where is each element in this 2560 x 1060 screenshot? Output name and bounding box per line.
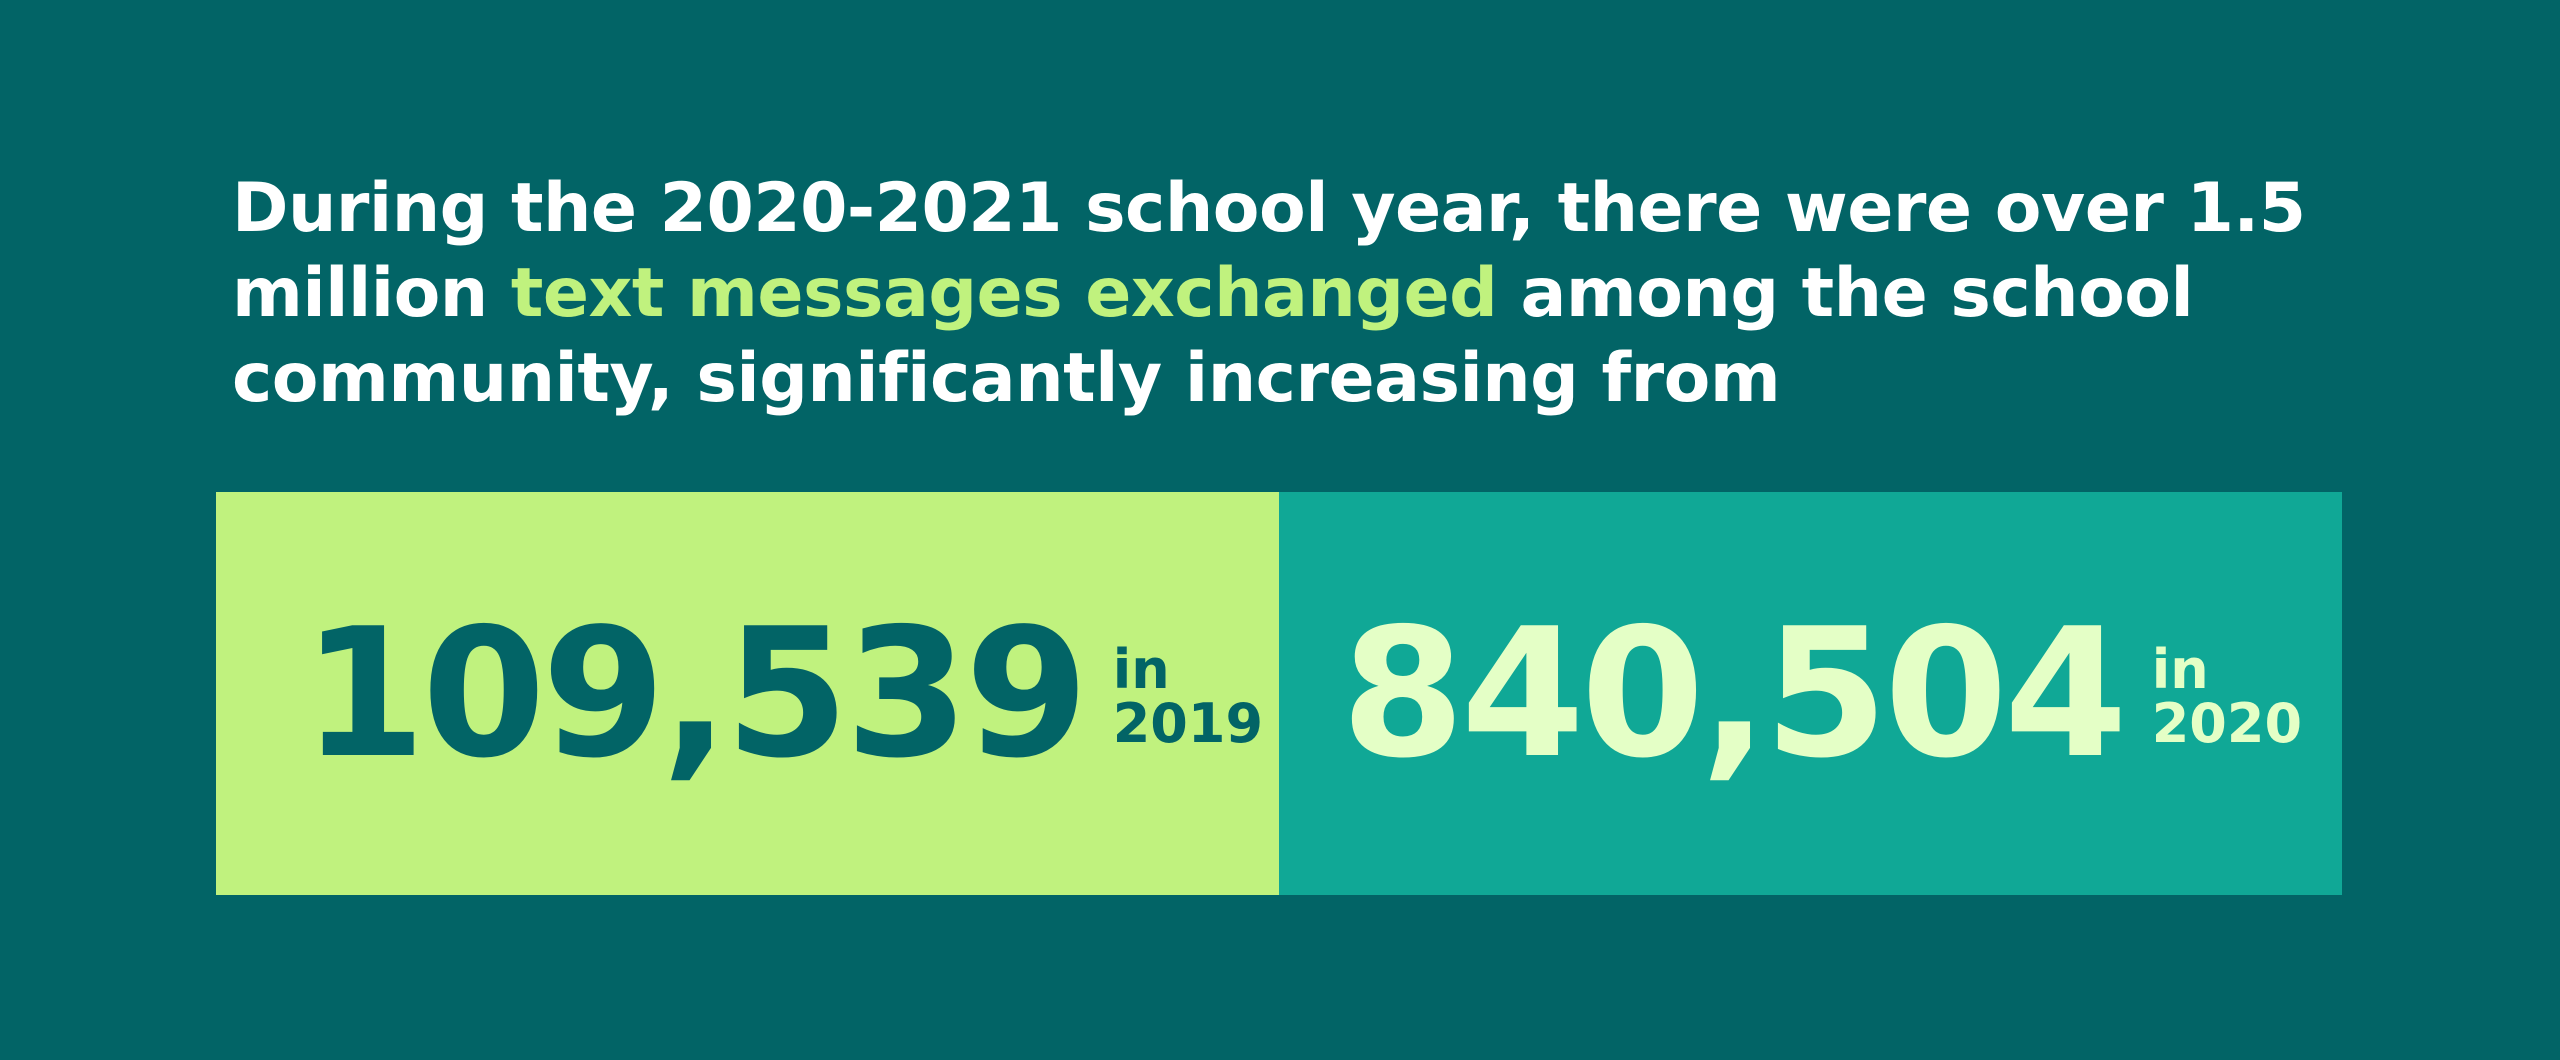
stat-value-2020: 840,504	[1341, 589, 2128, 797]
headline-line-3: community, significantly increasing from	[232, 339, 1781, 418]
stat-year-label-2020: in 2020	[2152, 637, 2302, 751]
stat-value-2019: 109,539	[302, 589, 1089, 797]
stat-2020: 840,504 in 2020	[1341, 492, 2302, 895]
headline-line-2-start: million	[232, 254, 511, 333]
stat-year-2019: 2019	[1112, 691, 1264, 755]
headline-line-1: During the 2020-2021 school year, there …	[232, 169, 2306, 248]
stat-panel-2019: 109,539 in 2019	[216, 492, 1279, 895]
headline-line-2: million text messages exchanged among th…	[232, 251, 2392, 336]
stat-panel-2020: 840,504 in 2020	[1279, 492, 2342, 895]
headline: During the 2020-2021 school year, there …	[232, 166, 2392, 421]
headline-highlight: text messages exchanged	[510, 254, 1498, 333]
stat-prefix-2019: in	[1112, 637, 1170, 701]
headline-line-2-end: among the school	[1497, 254, 2194, 333]
stat-2019: 109,539 in 2019	[302, 492, 1263, 895]
stat-year-2020: 2020	[2151, 691, 2303, 755]
stat-year-label-2019: in 2019	[1113, 637, 1263, 751]
stat-prefix-2020: in	[2151, 637, 2209, 701]
